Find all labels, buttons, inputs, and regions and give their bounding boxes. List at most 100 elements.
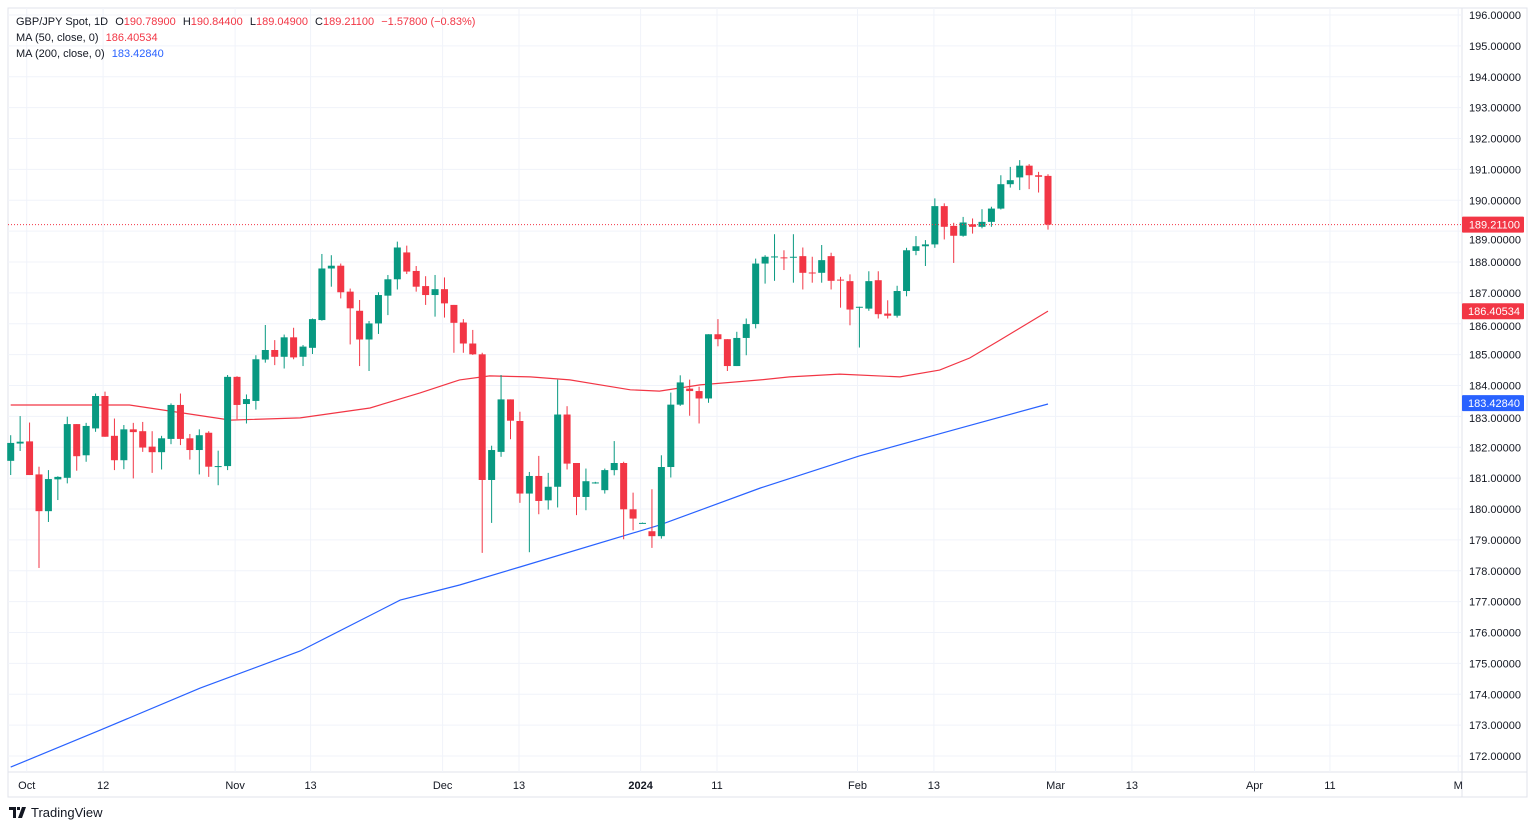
- tradingview-logo[interactable]: TradingView: [9, 805, 103, 820]
- time-tick-label: 13: [513, 780, 525, 792]
- candle-down: [837, 279, 845, 281]
- price-tag-label: 183.42840: [1468, 398, 1520, 410]
- tradingview-logo-icon: [9, 807, 26, 818]
- time-tick-label: 13: [928, 780, 940, 792]
- candle-up: [601, 470, 609, 491]
- price-axis[interactable]: 196.00000 195.00000 194.00000 193.00000 192.…: [1469, 10, 1521, 763]
- candle-down: [686, 388, 694, 392]
- candle-down: [506, 399, 514, 421]
- candle-down: [337, 265, 345, 293]
- candle-down: [459, 322, 467, 344]
- candle-up: [365, 323, 373, 340]
- symbol-title[interactable]: GBP/JPY Spot, 1D: [16, 16, 109, 28]
- time-tick-label: Oct: [18, 780, 35, 792]
- candle-up: [280, 337, 288, 357]
- ma200-legend[interactable]: MA (200, close, 0) 183.42840: [16, 46, 479, 62]
- candle-down: [205, 432, 213, 467]
- price-tick-label: 191.00000: [1469, 164, 1521, 176]
- candle-up: [44, 479, 52, 512]
- price-tag-label: 186.40534: [1468, 306, 1520, 318]
- candle-up: [667, 404, 675, 468]
- candle-down: [346, 291, 354, 309]
- candle-up: [591, 482, 599, 484]
- candle-down: [648, 531, 656, 537]
- candle-up: [1016, 165, 1024, 178]
- candle-down: [290, 337, 298, 358]
- candle-down: [950, 225, 958, 236]
- price-tick-label: 193.00000: [1469, 103, 1521, 115]
- price-tick-label: 173.00000: [1469, 720, 1521, 732]
- candle-up: [261, 349, 269, 360]
- high-label: H: [182, 16, 191, 28]
- change-value: −1.57800 (−0.83%): [381, 16, 476, 28]
- ma50-value: 186.40534: [105, 32, 158, 44]
- candle-up: [893, 291, 901, 316]
- open-value: 190.78900: [123, 16, 176, 28]
- candle-down: [535, 475, 543, 501]
- candle-down: [827, 256, 835, 281]
- candle-down: [695, 391, 703, 399]
- ohlc-row: GBP/JPY Spot, 1D O190.78900 H190.84400 L…: [16, 14, 479, 30]
- candle-up: [705, 334, 713, 399]
- candle-up: [903, 250, 911, 292]
- candle-down: [563, 414, 571, 464]
- price-tag: [1462, 216, 1524, 233]
- ma50-layer: [10, 310, 1049, 421]
- time-axis[interactable]: Oct 12 Nov 13 Dec 13 2024 11 Feb 13 Mar 13 Apr 11 M: [18, 780, 1463, 792]
- candle-up: [393, 247, 401, 280]
- high-value: 190.84400: [190, 16, 243, 28]
- candle-up: [167, 404, 175, 439]
- price-tick-label: 194.00000: [1469, 72, 1521, 84]
- ma50-legend[interactable]: MA (50, close, 0) 186.40534: [16, 30, 479, 46]
- candle-up: [752, 263, 760, 325]
- candle-up: [544, 486, 552, 501]
- price-tick-label: 172.00000: [1469, 751, 1521, 763]
- ma200-line: [10, 403, 1049, 768]
- candle-down: [73, 424, 81, 457]
- time-tick-label: Dec: [433, 780, 453, 792]
- time-tick-label: 11: [1324, 780, 1335, 792]
- candle-up: [384, 279, 392, 296]
- candle-up: [554, 414, 562, 487]
- price-tick-label: 181.00000: [1469, 473, 1521, 485]
- price-tick-label: 176.00000: [1469, 628, 1521, 640]
- ma200-label: MA (200, close, 0): [16, 48, 105, 60]
- price-tick-label: 184.00000: [1469, 381, 1521, 393]
- ma50-label: MA (50, close, 0): [16, 32, 99, 44]
- price-tick-label: 192.00000: [1469, 134, 1521, 146]
- ma200-layer: [10, 403, 1049, 768]
- price-tick-label: 196.00000: [1469, 10, 1521, 22]
- candle-down: [469, 343, 477, 355]
- time-tick-label: Feb: [848, 780, 867, 792]
- candle-down: [969, 224, 977, 227]
- close-value: 189.21100: [322, 16, 375, 28]
- candle-up: [789, 256, 797, 258]
- candle-up: [742, 324, 750, 338]
- price-tick-label: 180.00000: [1469, 504, 1521, 516]
- price-tag: [1462, 395, 1524, 412]
- price-tick-label: 189.00000: [1469, 235, 1521, 247]
- ma50-line: [10, 310, 1049, 421]
- candle-up: [1006, 180, 1014, 185]
- time-tick-label: M: [1454, 780, 1463, 792]
- close-label: C: [315, 16, 323, 28]
- candle-up: [308, 319, 316, 348]
- candle-up: [931, 206, 939, 245]
- candle-down: [1044, 175, 1052, 225]
- price-tick-label: 177.00000: [1469, 597, 1521, 609]
- candle-up: [158, 438, 166, 453]
- candle-up: [978, 221, 986, 227]
- candle-up: [639, 522, 647, 524]
- price-tick-label: 175.00000: [1469, 658, 1521, 670]
- candle-down: [516, 421, 524, 494]
- candle-down: [101, 395, 109, 437]
- candle-down: [35, 474, 43, 512]
- candle-down: [780, 257, 788, 259]
- candle-down: [148, 446, 156, 453]
- candle-up: [921, 244, 929, 247]
- time-tick-label: Mar: [1046, 780, 1065, 792]
- candle-down: [478, 354, 486, 480]
- candle-up: [92, 395, 100, 429]
- candles-layer: [7, 160, 1052, 568]
